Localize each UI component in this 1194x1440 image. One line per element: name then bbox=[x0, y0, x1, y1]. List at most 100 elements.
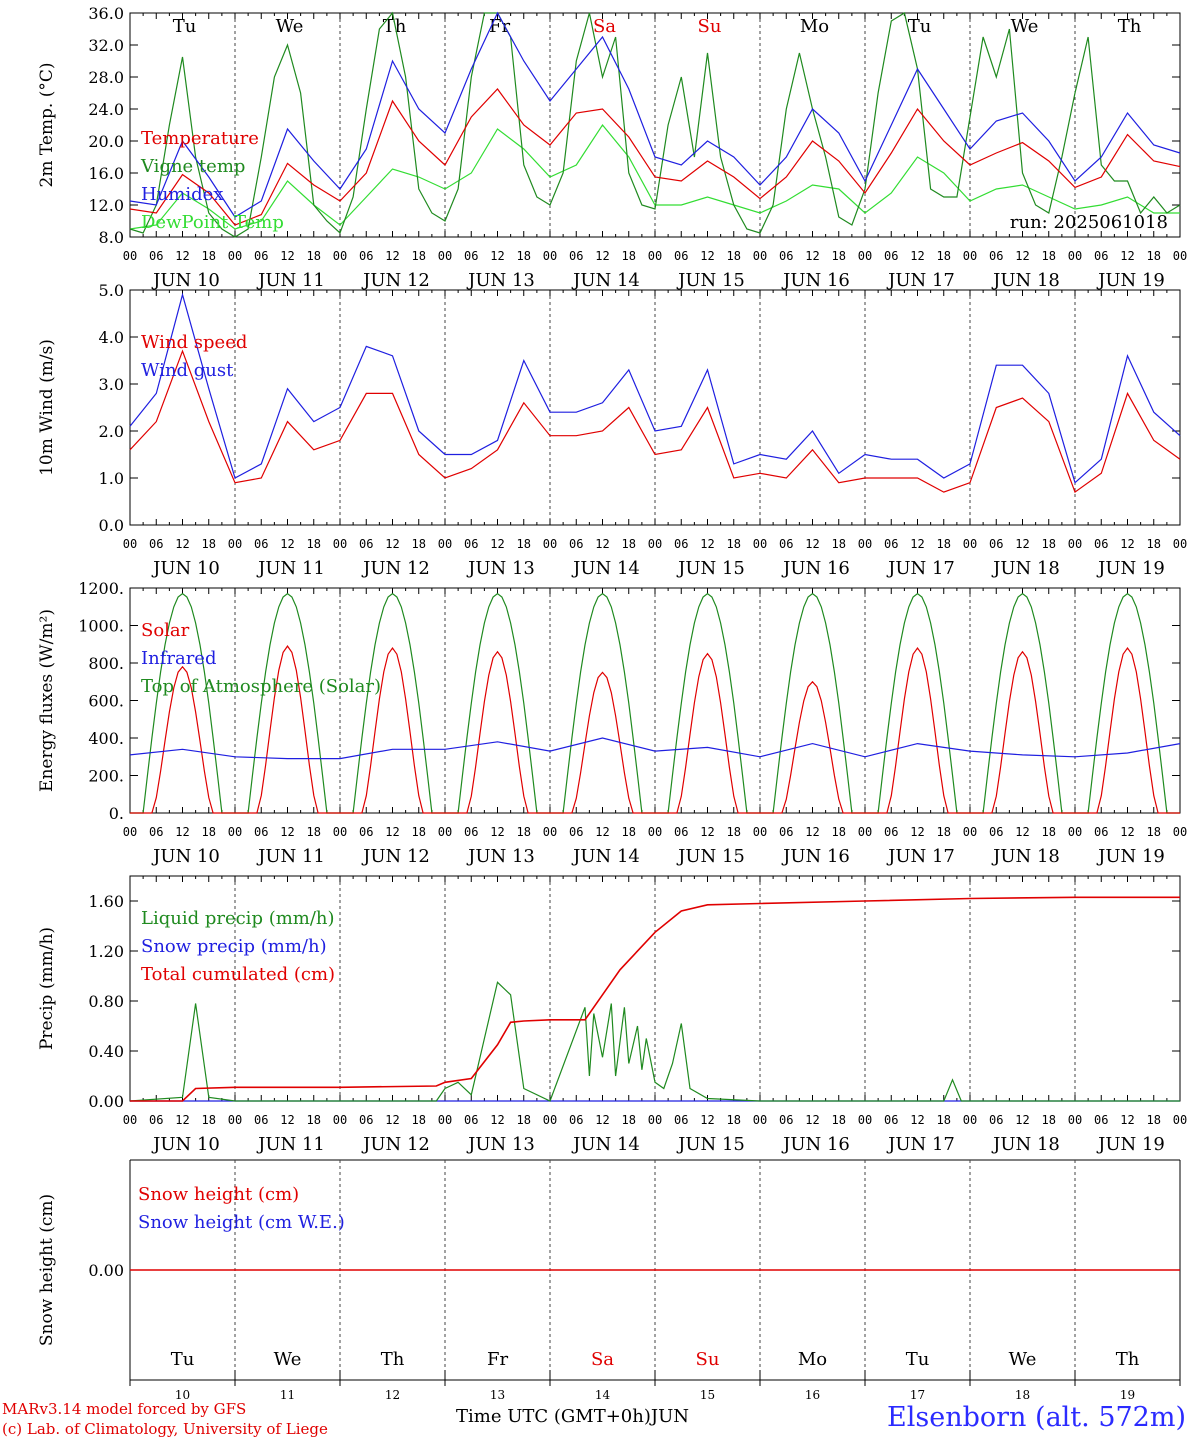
date-label: JUN 14 bbox=[571, 270, 640, 291]
hour-tick-label: 18 bbox=[307, 1113, 321, 1127]
hour-tick-label: 06 bbox=[149, 1113, 163, 1127]
y-tick-label: 1.60 bbox=[88, 892, 124, 911]
time-axis-label: Time UTC (GMT+0h)JUN bbox=[456, 1406, 689, 1427]
date-label: JUN 16 bbox=[781, 270, 850, 291]
date-label: JUN 14 bbox=[571, 846, 640, 867]
legend-item: Solar bbox=[141, 620, 190, 641]
date-label: JUN 10 bbox=[151, 1134, 220, 1155]
date-label: JUN 16 bbox=[781, 846, 850, 867]
hour-tick-label: 18 bbox=[832, 537, 846, 551]
weekday-label: Tu bbox=[173, 16, 197, 37]
hour-tick-label: 06 bbox=[884, 249, 898, 263]
hour-tick-label: 12 bbox=[910, 1113, 924, 1127]
hour-tick-label: 12 bbox=[910, 249, 924, 263]
hour-tick-label: 06 bbox=[1094, 249, 1108, 263]
hour-tick-label: 00 bbox=[543, 825, 557, 839]
day-number: 16 bbox=[805, 1388, 820, 1402]
hour-tick-label: 12 bbox=[595, 825, 609, 839]
hour-tick-label: 12 bbox=[595, 537, 609, 551]
weekday-label: Th bbox=[381, 1349, 405, 1370]
hour-tick-label: 06 bbox=[779, 1113, 793, 1127]
hour-tick-label: 18 bbox=[937, 537, 951, 551]
hour-tick-label: 00 bbox=[333, 537, 347, 551]
y-tick-label: 0.80 bbox=[88, 992, 124, 1011]
hour-tick-label: 12 bbox=[490, 825, 504, 839]
date-label: JUN 13 bbox=[466, 1134, 535, 1155]
hour-tick-label: 00 bbox=[123, 537, 137, 551]
hour-tick-label: 00 bbox=[648, 537, 662, 551]
hour-tick-label: 06 bbox=[989, 537, 1003, 551]
y-tick-label: 400. bbox=[88, 729, 124, 748]
lab-credit: (c) Lab. of Climatology, University of L… bbox=[2, 1420, 328, 1438]
series-liquid-precip bbox=[129, 981, 1180, 1102]
hour-tick-label: 18 bbox=[622, 825, 636, 839]
weekday-label: We bbox=[274, 1349, 302, 1370]
hour-tick-label: 00 bbox=[438, 825, 452, 839]
hour-tick-label: 12 bbox=[805, 537, 819, 551]
hour-tick-label: 00 bbox=[543, 537, 557, 551]
hour-tick-label: 18 bbox=[1147, 825, 1161, 839]
date-label: JUN 19 bbox=[1096, 558, 1165, 579]
panel-3-ylabel: Precip (mm/h) bbox=[37, 927, 57, 1050]
legend-item: Snow precip (mm/h) bbox=[141, 936, 327, 957]
legend-item: Infrared bbox=[141, 648, 216, 669]
hour-tick-label: 18 bbox=[307, 825, 321, 839]
date-label: JUN 11 bbox=[256, 558, 325, 579]
hour-tick-label: 00 bbox=[858, 1113, 872, 1127]
series-vigne-temp bbox=[129, 11, 1181, 238]
hour-tick-label: 12 bbox=[280, 537, 294, 551]
day-number: 15 bbox=[700, 1388, 715, 1402]
hour-tick-label: 06 bbox=[989, 1113, 1003, 1127]
hour-tick-label: 18 bbox=[937, 1113, 951, 1127]
hour-tick-label: 18 bbox=[202, 249, 216, 263]
hour-tick-label: 06 bbox=[149, 537, 163, 551]
y-tick-label: 200. bbox=[88, 767, 124, 786]
hour-tick-label: 00 bbox=[228, 249, 242, 263]
hour-tick-label: 00 bbox=[858, 249, 872, 263]
hour-tick-label: 06 bbox=[359, 537, 373, 551]
hour-tick-label: 06 bbox=[1094, 1113, 1108, 1127]
date-label: JUN 15 bbox=[676, 846, 745, 867]
hour-tick-label: 06 bbox=[1094, 825, 1108, 839]
hour-tick-label: 06 bbox=[359, 1113, 373, 1127]
panel-1-ylabel: 10m Wind (m/s) bbox=[37, 339, 57, 476]
hour-tick-label: 18 bbox=[622, 1113, 636, 1127]
weekday-label: Su bbox=[698, 16, 722, 37]
hour-tick-label: 12 bbox=[805, 249, 819, 263]
hour-tick-label: 06 bbox=[569, 249, 583, 263]
y-tick-label: 0.00 bbox=[88, 1092, 124, 1111]
hour-tick-label: 18 bbox=[307, 537, 321, 551]
y-tick-label: 0. bbox=[109, 804, 124, 823]
hour-tick-label: 00 bbox=[963, 1113, 977, 1127]
y-tick-label: 20.0 bbox=[88, 132, 124, 151]
hour-tick-label: 00 bbox=[753, 1113, 767, 1127]
day-number: 14 bbox=[595, 1388, 611, 1402]
legend-item: Snow height (cm W.E.) bbox=[138, 1212, 345, 1233]
hour-tick-label: 18 bbox=[832, 825, 846, 839]
hour-tick-label: 06 bbox=[1094, 537, 1108, 551]
y-tick-label: 1200. bbox=[78, 579, 124, 598]
legend-item: Vigne temp bbox=[140, 156, 245, 177]
hour-tick-label: 06 bbox=[359, 825, 373, 839]
hour-tick-label: 18 bbox=[937, 249, 951, 263]
hour-tick-label: 00 bbox=[123, 249, 137, 263]
legend-item: Top of Atmosphere (Solar) bbox=[141, 676, 381, 697]
date-label: JUN 12 bbox=[361, 1134, 430, 1155]
date-label: JUN 12 bbox=[361, 846, 430, 867]
hour-tick-label: 00 bbox=[963, 537, 977, 551]
hour-tick-label: 06 bbox=[569, 825, 583, 839]
date-label: JUN 17 bbox=[886, 270, 955, 291]
hour-tick-label: 18 bbox=[727, 537, 741, 551]
day-number: 12 bbox=[385, 1388, 400, 1402]
hour-tick-label: 00 bbox=[438, 537, 452, 551]
date-label: JUN 10 bbox=[151, 270, 220, 291]
panel-4-ylabel: Snow height (cm) bbox=[37, 1194, 57, 1346]
date-label: JUN 10 bbox=[151, 558, 220, 579]
weekday-label: Th bbox=[1118, 16, 1142, 37]
hour-tick-label: 12 bbox=[700, 249, 714, 263]
y-tick-label: 28.0 bbox=[88, 68, 124, 87]
hour-tick-label: 18 bbox=[832, 249, 846, 263]
date-label: JUN 12 bbox=[361, 270, 430, 291]
y-tick-label: 0.00 bbox=[88, 1261, 124, 1280]
run-label: run: 2025061018 bbox=[1010, 212, 1168, 233]
